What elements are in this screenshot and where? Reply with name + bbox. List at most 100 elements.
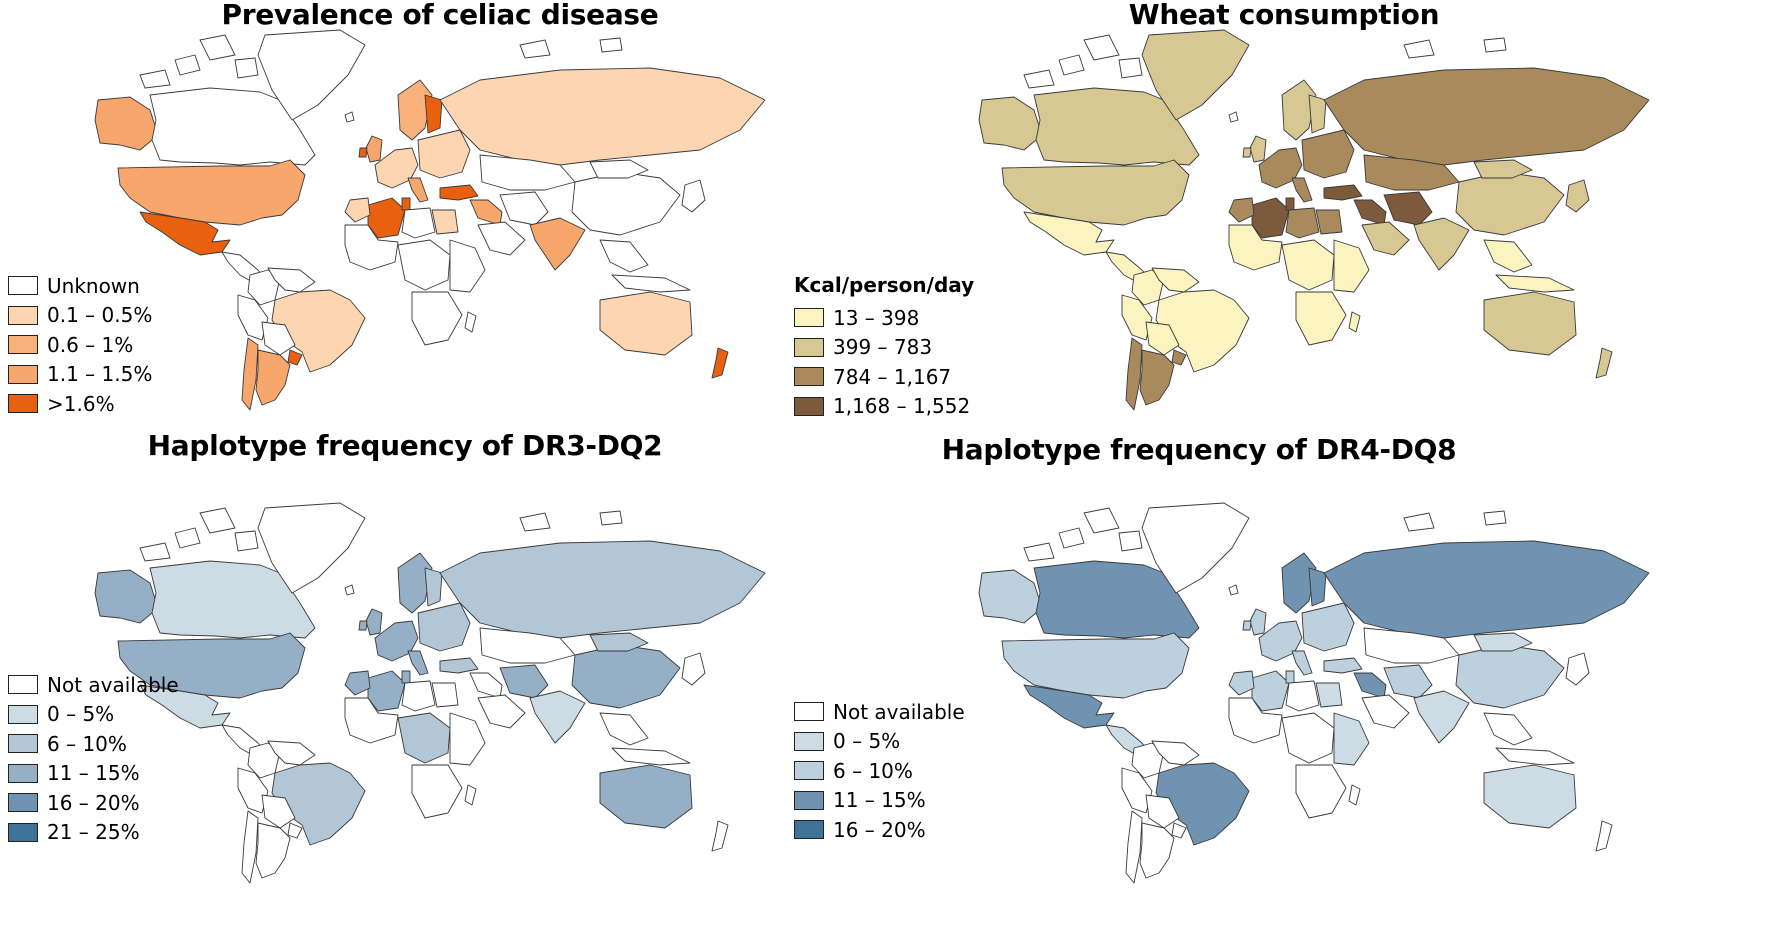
legend-item: 399 – 783: [794, 333, 974, 363]
arctic-island: [199, 507, 236, 534]
region-argentina: [1139, 822, 1175, 879]
region-russia: [439, 67, 766, 166]
region-morocco: [1228, 197, 1255, 223]
region-west-africa: [1228, 697, 1283, 744]
region-mexico: [139, 684, 231, 729]
arctic-island: [599, 510, 623, 526]
region-mongolia: [1473, 632, 1533, 652]
region-morocco: [344, 670, 371, 696]
region-peru: [237, 294, 269, 341]
legend-swatch: [8, 734, 38, 754]
world-map: [94, 502, 766, 884]
legend-swatch: [8, 763, 38, 783]
legend: Not available 0 – 5% 6 – 10% 11 – 15% 16 – 2…: [8, 670, 179, 847]
region-kazakhstan: [1363, 154, 1460, 191]
region-indonesia: [611, 274, 691, 293]
legend-swatch: [794, 337, 824, 357]
region-china: [571, 644, 681, 709]
region-russia: [1323, 540, 1650, 639]
region-middle-east: [469, 199, 503, 226]
region-ireland: [1242, 147, 1252, 158]
region-china: [1455, 171, 1565, 236]
legend-item: 16 – 20%: [8, 788, 179, 818]
region-southern-africa: [1295, 764, 1347, 819]
region-alaska: [978, 569, 1043, 624]
panel-title: Prevalence of celiac disease: [221, 0, 659, 31]
region-argentina: [1139, 349, 1175, 406]
region-canada: [149, 560, 316, 639]
legend-item: 0 – 5%: [794, 727, 965, 757]
region-uk: [365, 135, 383, 163]
region-scandinavia: [397, 552, 433, 614]
arctic-island: [1228, 111, 1239, 123]
legend-label: 11 – 15%: [47, 761, 140, 786]
region-saudi: [477, 694, 526, 729]
region-russia: [1323, 67, 1650, 166]
legend-heading: Kcal/person/day: [794, 273, 975, 297]
legend-swatch: [8, 364, 38, 384]
legend-item: Unknown: [8, 271, 152, 301]
legend-item: 784 – 1,167: [794, 362, 974, 392]
legend-swatch: [794, 731, 824, 751]
region-southern-africa: [411, 764, 463, 819]
legend: Kcal/person/day 13 – 398 399 – 783 784 – 1,…: [794, 273, 974, 421]
region-tunisia: [1285, 670, 1295, 684]
region-italy: [407, 650, 429, 676]
region-greenland: [257, 29, 366, 121]
arctic-island: [234, 57, 259, 79]
region-italy: [407, 177, 429, 203]
legend-item: 0.1 – 0.5%: [8, 301, 152, 331]
region-russia: [439, 540, 766, 639]
region-west-africa: [344, 697, 399, 744]
region-southern-africa: [1295, 291, 1347, 346]
legend-item: 16 – 20%: [794, 815, 965, 845]
region-uruguay: [1171, 349, 1187, 366]
panel-wheat-consumption: Wheat consumption Kcal/person/day 13 – 39…: [794, 0, 1767, 472]
region-usa: [117, 632, 306, 699]
region-middle-east: [1353, 199, 1387, 226]
region-scandinavia: [1281, 552, 1317, 614]
region-indonesia: [1495, 747, 1575, 766]
region-bolivia: [261, 794, 296, 829]
region-china: [571, 171, 681, 236]
region-algeria: [1251, 197, 1290, 239]
region-greenland: [257, 502, 366, 594]
legend-item: 6 – 10%: [794, 756, 965, 786]
region-southern-africa: [411, 291, 463, 346]
legend-swatch: [794, 702, 824, 722]
region-central-africa: [397, 239, 451, 291]
region-greenland: [1141, 502, 1250, 594]
region-se-asia: [1483, 712, 1533, 746]
region-uruguay: [287, 349, 303, 366]
region-middle-east: [469, 672, 503, 699]
region-greenland: [1141, 29, 1250, 121]
region-iran: [1383, 664, 1433, 699]
legend-swatch: [794, 308, 824, 328]
region-turkey: [439, 657, 479, 674]
panel-dr3-dq2-frequency: Haplotype frequency of DR3-DQ2 Not avail…: [0, 429, 883, 945]
arctic-island: [174, 54, 201, 76]
legend-swatch: [8, 305, 38, 325]
region-new-zealand: [711, 347, 729, 379]
region-uruguay: [287, 822, 303, 839]
region-finland: [1308, 94, 1327, 134]
legend-label: Not available: [47, 672, 179, 697]
region-ireland: [358, 147, 368, 158]
region-morocco: [344, 197, 371, 223]
arctic-island: [199, 34, 236, 61]
legend-label: 0.6 – 1%: [47, 332, 134, 357]
region-iran: [499, 191, 549, 226]
region-mexico: [139, 211, 231, 256]
region-libya: [1285, 680, 1320, 712]
region-bolivia: [261, 321, 296, 356]
region-west-africa: [1228, 224, 1283, 271]
region-eastern-europe: [417, 602, 471, 652]
legend-item: 0 – 5%: [8, 700, 179, 730]
region-western-europe: [374, 147, 419, 189]
arctic-island: [1083, 34, 1120, 61]
region-eastern-europe: [1301, 129, 1355, 179]
region-kazakhstan: [1363, 627, 1460, 664]
arctic-island: [519, 512, 551, 532]
legend: Not available 0 – 5% 6 – 10% 11 – 15% 16 – 2…: [794, 697, 965, 845]
region-chile: [1125, 810, 1143, 884]
